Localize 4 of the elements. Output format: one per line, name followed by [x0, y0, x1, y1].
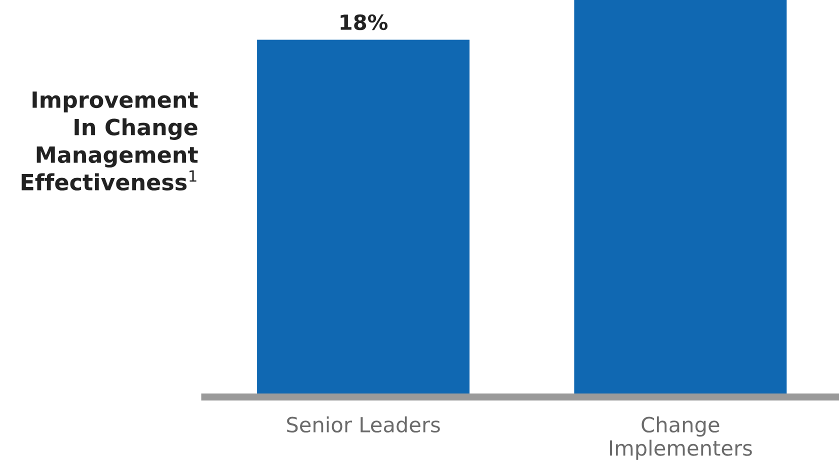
data-label: 18%	[340, 14, 388, 30]
x-tick-label: Change Implementers	[610, 416, 752, 460]
x-tick-label: Senior Leaders	[287, 416, 440, 433]
y-axis-title: Improvement In Change Management Effectiveness$^{1}$	[22, 92, 198, 191]
